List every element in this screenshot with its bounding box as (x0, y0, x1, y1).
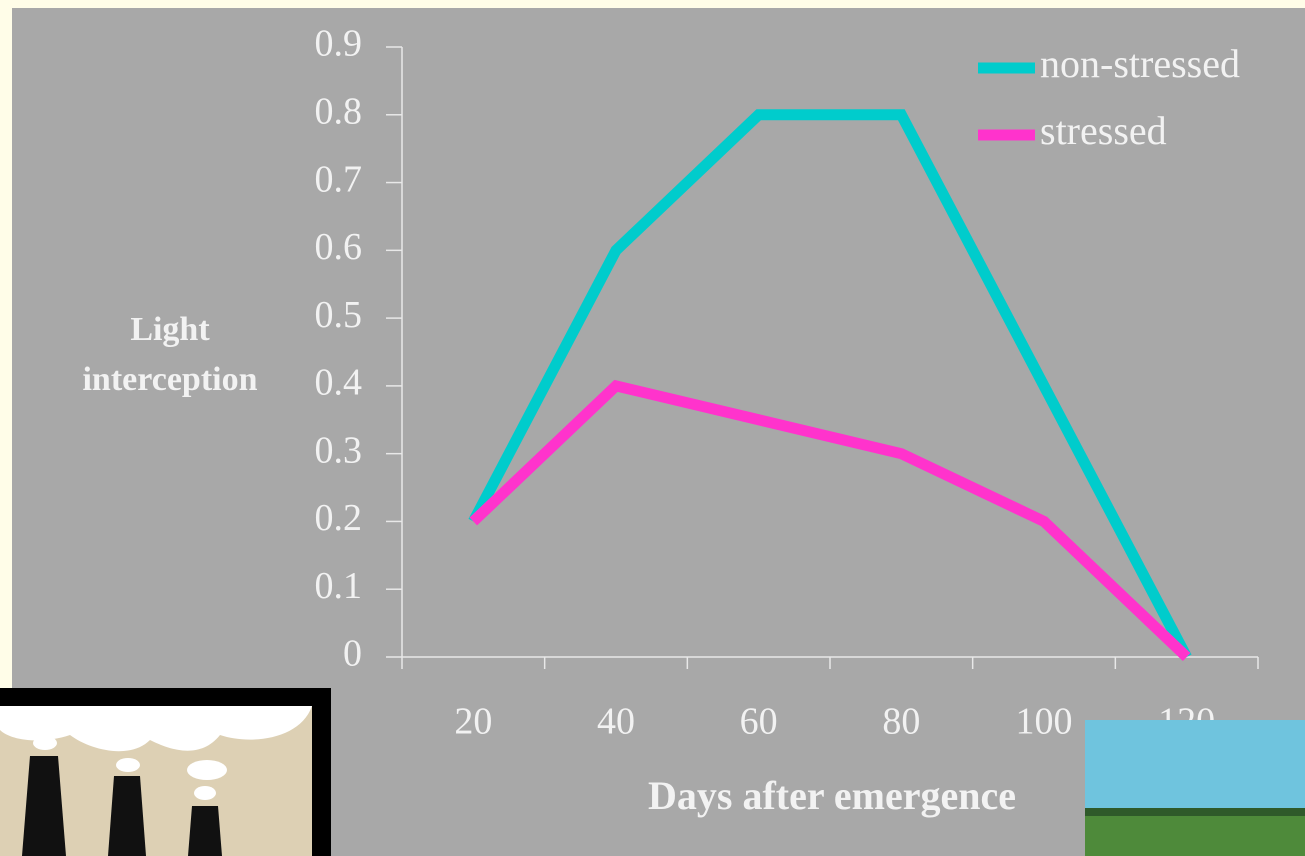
y-axis-label: Light interception (50, 305, 290, 405)
chart: 00.10.20.30.40.50.60.70.80.9204060801001… (0, 0, 1305, 856)
legend-label: non-stressed (1040, 41, 1240, 86)
y-tick-label: 0.1 (315, 565, 363, 607)
y-tick-label: 0.7 (315, 158, 363, 200)
smoke (194, 786, 216, 800)
smoke (33, 736, 57, 750)
y-tick-label: 0.6 (315, 226, 363, 268)
x-tick-label: 100 (1016, 701, 1073, 743)
smoke (116, 758, 140, 772)
smoke (187, 760, 227, 780)
chimney (188, 806, 222, 856)
y-tick-label: 0.2 (315, 497, 363, 539)
legend-label: stressed (1040, 108, 1167, 153)
chimney (108, 776, 146, 856)
y-tick-label: 0.3 (315, 429, 363, 471)
y-tick-label: 0 (343, 633, 362, 675)
x-axis-label: Days after emergence (648, 773, 1016, 818)
x-tick-label: 20 (454, 701, 492, 743)
field-photo-ground (1085, 812, 1305, 856)
y-tick-label: 0.4 (315, 362, 363, 404)
y-tick-label: 0.9 (315, 23, 363, 65)
x-tick-label: 40 (597, 701, 635, 743)
x-tick-label: 60 (740, 701, 778, 743)
y-tick-label: 0.5 (315, 294, 363, 336)
field-photo-trees (1085, 808, 1305, 816)
y-tick-label: 0.8 (315, 90, 363, 132)
x-tick-label: 80 (882, 701, 920, 743)
page: {"chart_data": {"type": "line", "x_label… (0, 0, 1305, 856)
